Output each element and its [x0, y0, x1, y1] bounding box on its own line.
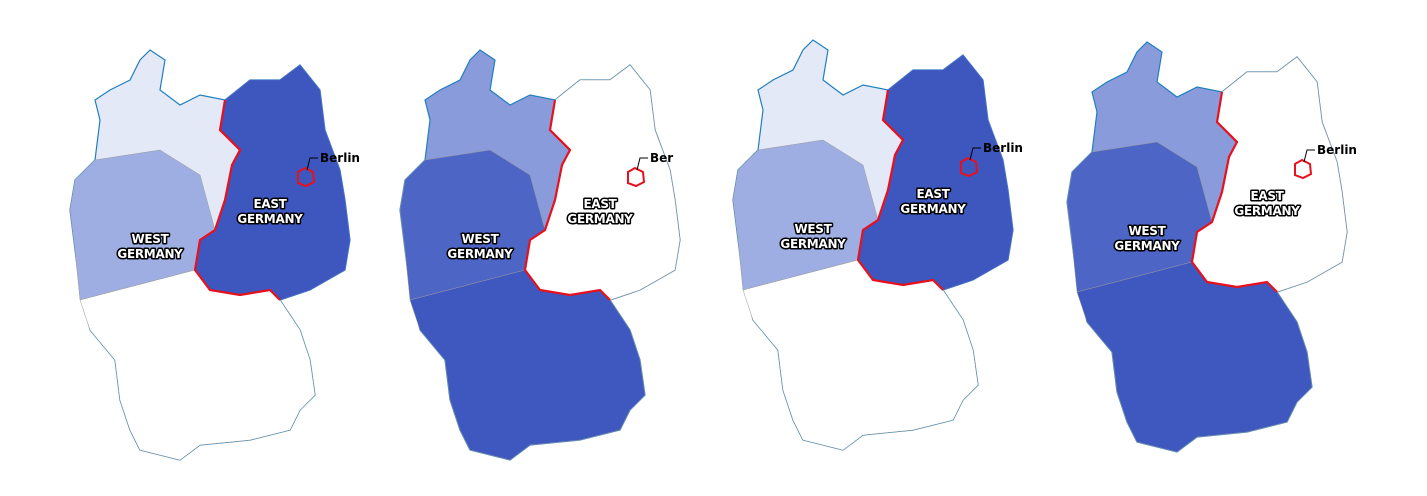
region-label: EAST [583, 197, 617, 211]
inner-border [193, 99, 281, 301]
region-label: EAST [916, 187, 950, 201]
region-label: WEST [461, 232, 499, 246]
callout-line [969, 147, 981, 161]
region-label: GERMANY [117, 247, 183, 261]
inner-border [856, 89, 944, 291]
berlin-outline [960, 156, 979, 178]
region-label: GERMANY [237, 212, 303, 226]
region-label: GERMANY [900, 202, 966, 216]
region-label: GERMANY [780, 237, 846, 251]
region-label: WEST [794, 222, 832, 236]
city-label: Berlin [320, 151, 360, 165]
callout-line [306, 157, 318, 171]
region-label: WEST [1128, 224, 1166, 238]
callout-line [1303, 149, 1315, 163]
region-label: GERMANY [567, 212, 633, 226]
inner-border [1190, 91, 1278, 293]
berlin-outline [627, 166, 646, 188]
city-label: Ber [650, 151, 673, 165]
callout-line [636, 157, 648, 171]
city-label: Berlin [983, 141, 1023, 155]
region-label: WEST [131, 232, 169, 246]
region-label: GERMANY [1234, 204, 1300, 218]
berlin-outline [297, 166, 316, 188]
berlin-outline [1294, 158, 1313, 180]
city-label: Berlin [1317, 143, 1357, 157]
region-label: EAST [253, 197, 287, 211]
inner-border [523, 99, 611, 301]
region-label: EAST [1250, 189, 1284, 203]
region-label: GERMANY [1114, 239, 1180, 253]
region-label: GERMANY [447, 247, 513, 261]
